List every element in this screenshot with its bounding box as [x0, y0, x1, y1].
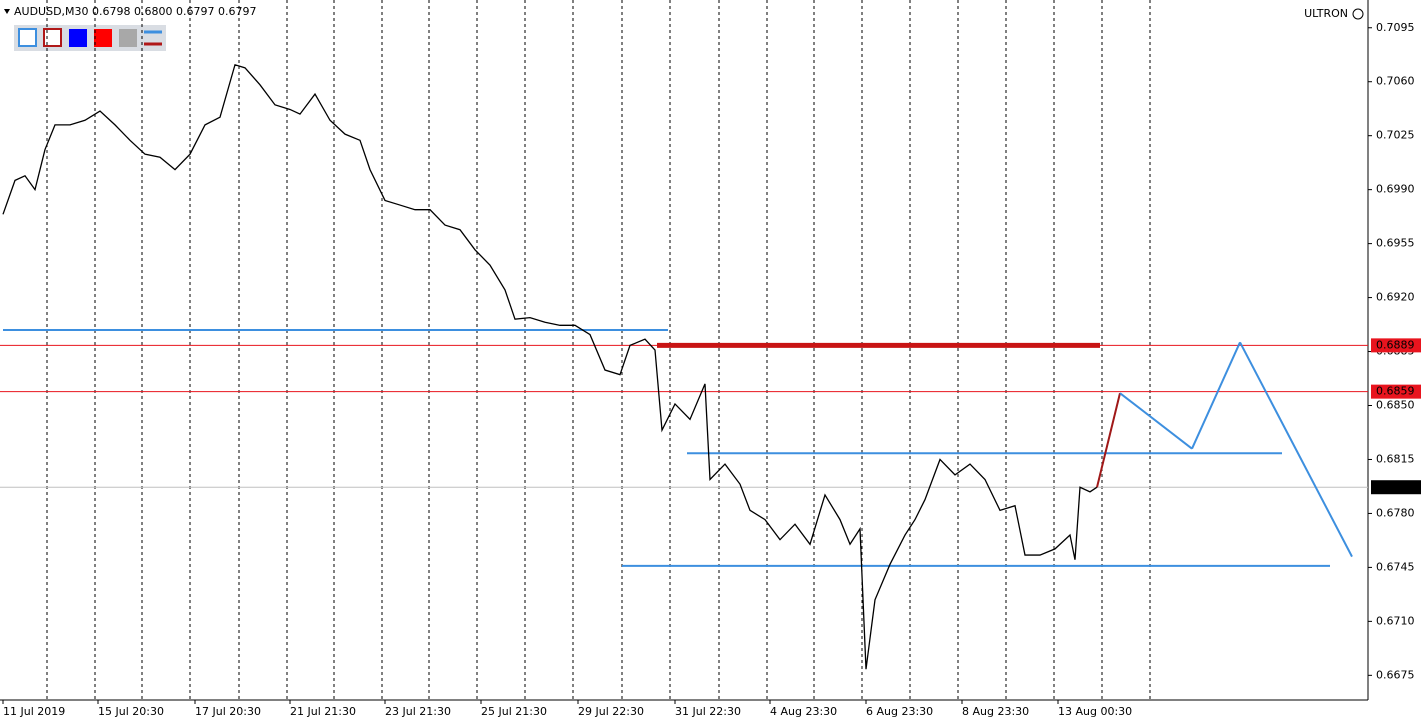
y-tick-label: 0.7095	[1376, 21, 1415, 34]
y-tick-label: 0.6920	[1376, 291, 1415, 304]
tool-rect[interactable]	[43, 28, 62, 47]
menu-arrow[interactable]	[4, 9, 10, 14]
y-tick-label: 0.6710	[1376, 614, 1415, 627]
x-tick-label: 11 Jul 2019	[3, 705, 65, 718]
x-tick-label: 15 Jul 20:30	[98, 705, 164, 718]
price-label-bg	[1371, 338, 1421, 353]
projection-segment	[1239, 341, 1353, 558]
price-label: 0.6859	[1376, 385, 1415, 398]
projection-segment	[1191, 341, 1241, 450]
y-tick-label: 0.6815	[1376, 452, 1415, 465]
x-tick-label: 17 Jul 20:30	[195, 705, 261, 718]
x-tick-label: 4 Aug 23:30	[770, 705, 837, 718]
x-tick-label: 21 Jul 21:30	[290, 705, 356, 718]
y-tick-label: 0.7025	[1376, 129, 1415, 142]
y-tick-label: 0.6745	[1376, 560, 1415, 573]
projection-segment	[1119, 392, 1193, 450]
x-tick-label: 23 Jul 21:30	[385, 705, 451, 718]
x-tick-label: 31 Jul 22:30	[675, 705, 741, 718]
y-tick-label: 0.6955	[1376, 237, 1415, 250]
projection-segment	[1096, 392, 1121, 488]
indicator-icon[interactable]	[1352, 8, 1364, 20]
toolbar-bg	[14, 25, 166, 51]
tool-fill[interactable]	[119, 29, 137, 47]
y-tick-label: 0.6675	[1376, 668, 1415, 681]
price-line-series	[2, 63, 1098, 670]
tool-fill[interactable]	[69, 29, 87, 47]
toolbar	[14, 25, 166, 51]
y-tick-label: 0.6990	[1376, 183, 1415, 196]
price-label-bg	[1371, 480, 1421, 495]
x-tick-label: 6 Aug 23:30	[866, 705, 933, 718]
y-tick-label: 0.6850	[1376, 399, 1415, 412]
x-tick-label: 8 Aug 23:30	[962, 705, 1029, 718]
chart-title: AUDUSD,M30 0.6798 0.6800 0.6797 0.6797	[14, 5, 256, 18]
price-label: 0.6797	[1376, 480, 1415, 493]
indicator-name: ULTRON	[1304, 7, 1348, 20]
price-label-bg	[1371, 384, 1421, 399]
x-tick-label: 13 Aug 00:30	[1058, 705, 1132, 718]
x-tick-label: 25 Jul 21:30	[481, 705, 547, 718]
price-label: 0.6889	[1376, 338, 1415, 351]
tool-rect[interactable]	[18, 28, 37, 47]
y-tick-label: 0.7060	[1376, 75, 1415, 88]
tool-fill[interactable]	[94, 29, 112, 47]
y-tick-label: 0.6780	[1376, 506, 1415, 519]
x-tick-label: 29 Jul 22:30	[578, 705, 644, 718]
